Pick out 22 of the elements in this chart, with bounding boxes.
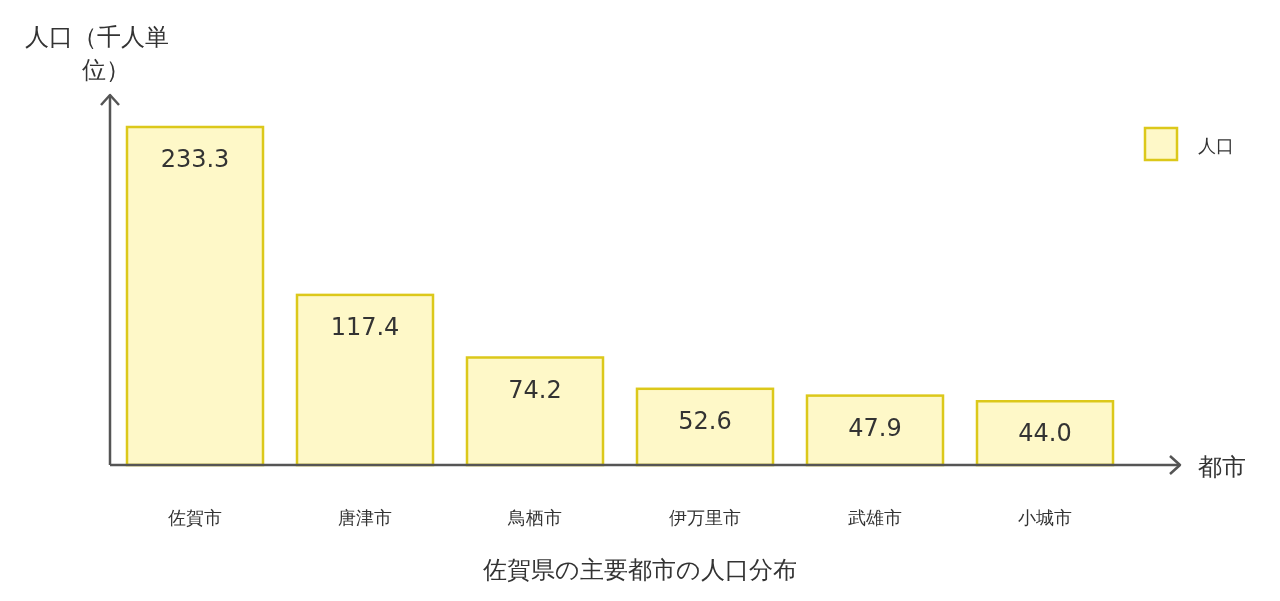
x-tick-label: 唐津市 (338, 507, 392, 528)
x-tick-label: 鳥栖市 (507, 507, 562, 528)
x-axis-title: 都市 (1198, 453, 1246, 481)
bar (295, 293, 435, 467)
x-tick-label: 佐賀市 (168, 507, 222, 528)
y-axis-title: 人口（千人単位） (25, 23, 169, 84)
bar (465, 356, 605, 467)
data-label: 47.9 (848, 413, 902, 442)
data-label: 117.4 (330, 312, 400, 341)
data-label: 74.2 (508, 375, 562, 404)
x-tick-label: 小城市 (1018, 507, 1072, 528)
legend-label: 人口 (1198, 135, 1234, 156)
x-tick-label: 武雄市 (848, 507, 902, 528)
data-label: 52.6 (678, 406, 732, 435)
bar (805, 394, 945, 467)
bar (975, 400, 1115, 467)
data-label: 233.3 (160, 145, 230, 173)
data-label: 44.0 (1018, 419, 1072, 448)
x-tick-label: 伊万里市 (669, 507, 741, 528)
bar (125, 125, 265, 467)
text: 佐賀県の主要都市の人口分布 (483, 556, 797, 584)
bar (635, 387, 775, 467)
